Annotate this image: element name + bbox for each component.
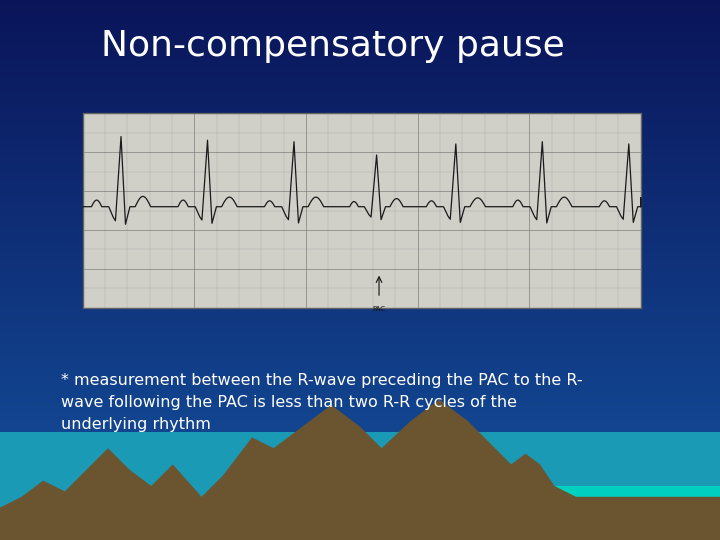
Polygon shape (0, 508, 540, 540)
Polygon shape (0, 432, 720, 508)
Text: * measurement between the R-wave preceding the PAC to the R-
wave following the : * measurement between the R-wave precedi… (61, 373, 582, 432)
Text: PAC: PAC (372, 306, 385, 312)
Polygon shape (540, 486, 720, 540)
Polygon shape (0, 400, 720, 540)
Text: Non-compensatory pause: Non-compensatory pause (101, 29, 564, 63)
FancyBboxPatch shape (83, 113, 641, 308)
